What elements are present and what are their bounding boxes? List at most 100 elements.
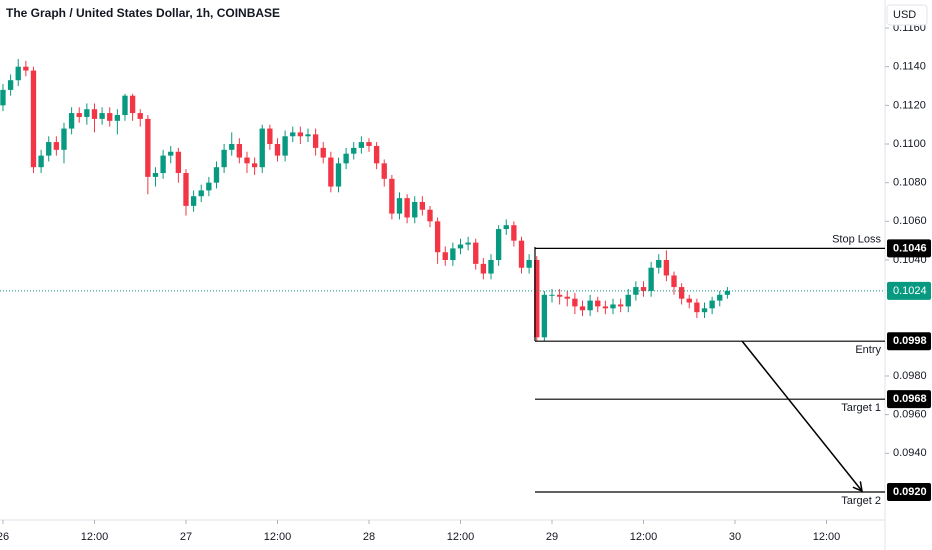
candle-body — [282, 136, 288, 156]
candle-body — [351, 147, 357, 154]
candle-body — [259, 128, 265, 168]
candle-body — [434, 221, 441, 253]
candle-body — [84, 109, 90, 117]
candle-body — [328, 157, 334, 187]
candle-body — [358, 142, 365, 148]
candle-body — [53, 142, 60, 150]
candle-body — [610, 304, 616, 309]
candle-body — [556, 294, 563, 297]
candle-body — [251, 163, 258, 168]
candle-body — [366, 142, 372, 146]
candle-body — [488, 260, 494, 274]
candle-body — [701, 308, 708, 313]
currency-box[interactable] — [886, 4, 928, 26]
y-tick-label: 0.1080 — [893, 177, 927, 189]
candle-body — [107, 113, 113, 121]
candle-body — [229, 144, 235, 150]
candle-body — [579, 306, 586, 311]
candle-body — [160, 155, 166, 174]
candle-body — [198, 190, 204, 197]
candle-body — [76, 113, 82, 117]
candle-body — [30, 70, 37, 168]
candle-body — [206, 182, 212, 191]
level-value: 0.1046 — [893, 242, 927, 254]
level-name: Stop Loss — [832, 233, 881, 245]
candle-body — [640, 287, 647, 291]
candle-body — [152, 173, 159, 177]
x-tick-label: 29 — [546, 531, 558, 543]
y-tick-label: 0.1120 — [893, 99, 926, 111]
candle-body — [274, 144, 281, 156]
candle-body — [381, 163, 387, 179]
candle-body — [648, 267, 654, 291]
current-price-box — [887, 281, 931, 300]
candle-body — [534, 260, 540, 338]
candle-body — [145, 118, 151, 177]
candle-body — [15, 66, 21, 81]
x-tick-label: 12:00 — [813, 531, 841, 543]
x-tick-label: 12:00 — [630, 531, 658, 543]
x-tick-label: 28 — [363, 531, 375, 543]
candle-body — [518, 240, 525, 268]
candle-body — [23, 66, 29, 71]
level-box — [887, 482, 931, 501]
candle-body — [587, 300, 593, 311]
candle-body — [427, 209, 433, 222]
level-box — [887, 390, 931, 409]
candle-body — [343, 153, 349, 164]
candle-body — [335, 163, 342, 187]
candle-body — [7, 80, 14, 90]
candle-body — [511, 225, 517, 241]
plot — [0, 58, 885, 493]
level-value: 0.0920 — [893, 486, 927, 498]
candle-body — [595, 300, 601, 307]
candle-body — [724, 290, 731, 295]
x-tick-label: 12:00 — [447, 531, 475, 543]
candle-body — [526, 260, 532, 268]
level-value: 0.0968 — [893, 393, 927, 405]
candle-body — [267, 128, 273, 145]
level-value: 0.0998 — [893, 335, 927, 347]
candle-body — [663, 260, 670, 276]
currency[interactable]: USD — [893, 9, 916, 21]
candle-body — [373, 145, 380, 164]
candle-body — [137, 113, 143, 119]
y-tick-label: 0.0960 — [893, 409, 927, 421]
candle-body — [183, 173, 189, 206]
candle-body — [503, 225, 509, 230]
candle-body — [495, 229, 502, 260]
candle-body — [236, 144, 243, 158]
level-name: Entry — [855, 344, 881, 356]
level-box — [887, 239, 931, 258]
candle-body — [404, 198, 410, 218]
candle-body — [46, 142, 52, 156]
candle-body — [61, 128, 67, 150]
candle-body — [244, 157, 250, 164]
candle-body — [473, 242, 479, 264]
candle-body — [389, 178, 395, 214]
x-tick-label: 26 — [0, 531, 9, 543]
y-tick-label: 0.0940 — [893, 447, 927, 459]
candle-body — [99, 113, 105, 119]
candle-body — [602, 306, 609, 309]
candle-body — [465, 242, 471, 245]
candle-body — [312, 134, 319, 148]
candle-body — [412, 202, 418, 218]
candle-body — [709, 300, 715, 309]
x-tick-label: 12:00 — [264, 531, 292, 543]
candle-body — [297, 132, 304, 137]
candle-body — [168, 151, 174, 156]
candle-body — [457, 244, 464, 249]
candle-body — [38, 155, 44, 168]
candle-body — [0, 89, 6, 106]
candle-body — [122, 95, 128, 116]
x-tick-label: 12:00 — [81, 531, 109, 543]
y-tick-label: 0.0980 — [893, 370, 927, 382]
candle-body — [190, 196, 197, 206]
candle-body — [656, 260, 662, 268]
level-name: Target 2 — [841, 495, 881, 507]
candle-body — [221, 149, 227, 168]
target-arrow — [741, 340, 862, 491]
